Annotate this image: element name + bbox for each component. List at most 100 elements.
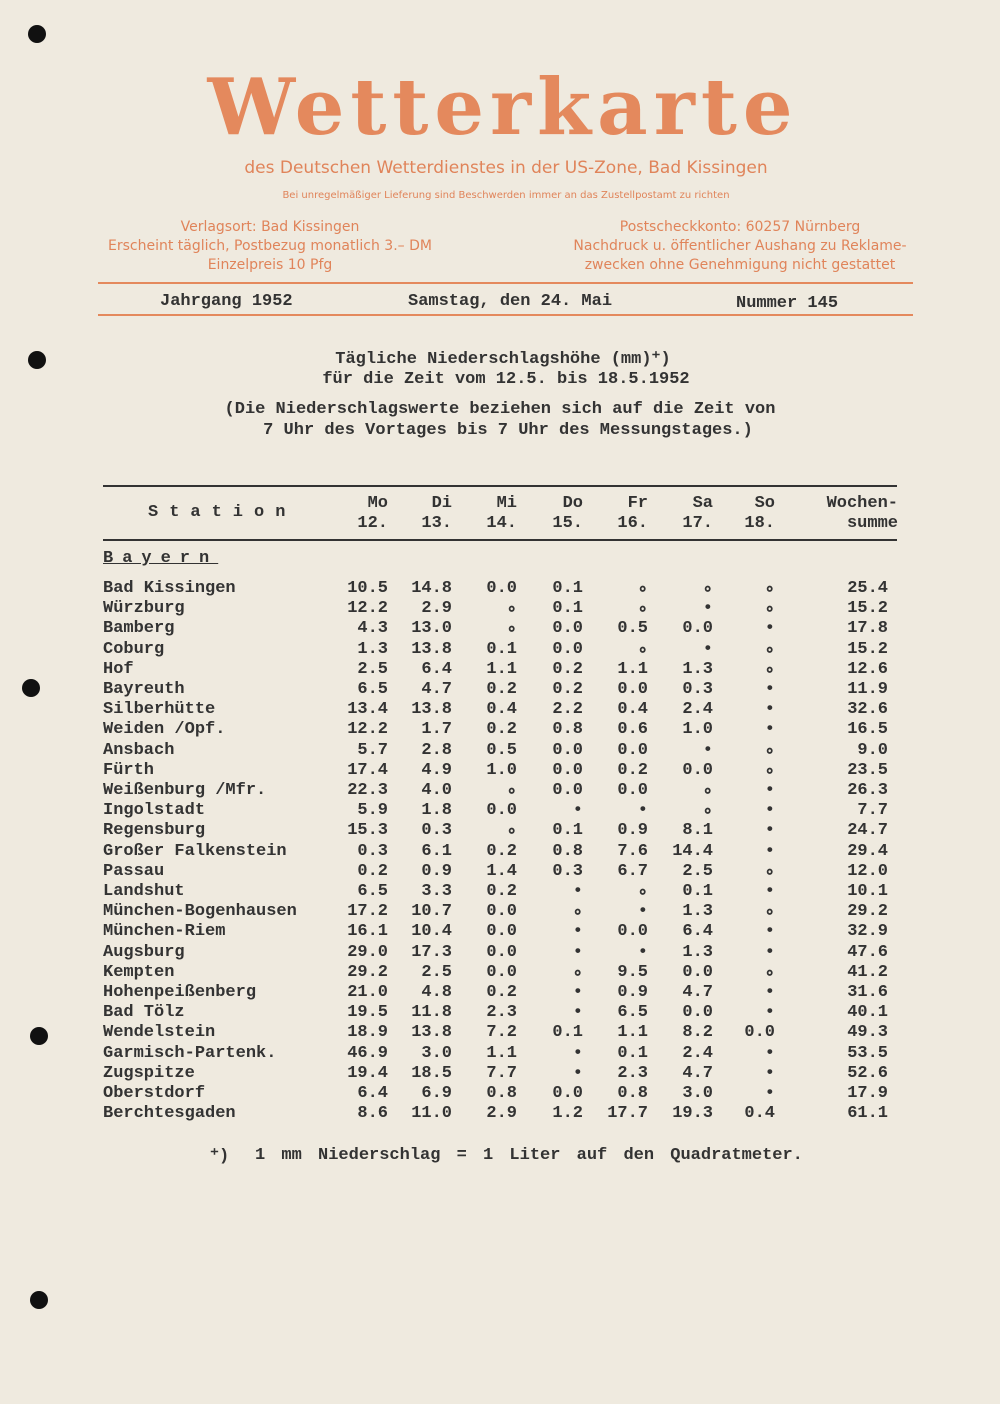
table-cell: • [572,983,583,1002]
table-cell: 7.7 [857,801,888,821]
station-name: Bayreuth [103,680,185,699]
station-name: Bamberg [103,619,175,639]
station-name: Regensburg [103,821,206,841]
table-cell: 0.0 [552,1084,583,1103]
text: Einzelpreis 10 Pfg [207,257,333,273]
punch-hole [28,25,46,43]
table-cell: 17.4 [347,760,388,780]
table-cell: 1.0 [486,760,517,780]
table-cell: ∘ [702,581,713,600]
station-name: Weißenburg /Mfr. [103,781,267,800]
table-cell: 2.2 [552,700,583,720]
station-name: Silberhütte [103,700,216,720]
table-cell: 1.8 [421,801,452,821]
table-cell: 4.7 [682,983,713,1002]
note: 7 Uhr des Vortages bis 7 Uhr des Messung… [263,421,753,440]
station-name: Bad Kissingen [103,579,236,598]
table-cell: 1.1 [486,1043,517,1063]
table-cell: 53.5 [847,1043,888,1063]
station-name: Wendelstein [103,1023,216,1043]
table-cell: • [637,942,648,962]
table-cell: 13.8 [411,1023,452,1043]
table-cell: 0.1 [552,579,583,598]
text: Erscheint täglich, Postbezug monatlich 3… [108,238,432,254]
table-cell: 25.4 [847,579,888,598]
text: Nachdruck u. öffentlicher Aushang zu Rek… [573,238,907,254]
table-cell: 0.8 [552,720,583,740]
punch-hole [30,1027,48,1045]
table-cell: 49.3 [847,1023,888,1043]
table-cell: 46.9 [347,1043,388,1063]
station-name: Kempten [103,962,175,982]
table-cell: 5.7 [357,740,388,760]
table-cell: 0.3 [357,841,388,861]
punch-hole [22,679,40,697]
table-cell: 0.0 [617,680,648,699]
table-cell: 18.9 [347,1023,388,1043]
table-cell: 0.1 [617,1043,648,1063]
table-cell: 16.5 [847,720,888,740]
table-cell: 15.3 [347,821,388,841]
table-cell: • [764,1084,775,1103]
table-cell: 52.6 [847,1063,888,1083]
table-cell: 29.0 [347,942,388,962]
table-cell: ∘ [506,783,517,802]
table-cell: 9.0 [857,740,888,760]
table-cell: 1.1 [486,659,517,679]
table-cell: 4.7 [421,680,452,699]
table-cell: 18.5 [411,1063,452,1083]
table-cell: 19.3 [672,1104,713,1124]
table-cell: 0.4 [744,1104,775,1124]
text: Verlagsort: Bad Kissingen [180,219,360,235]
issue-number: Nummer 145 [736,294,839,313]
table-cell: 2.3 [486,1003,517,1023]
table-cell: 41.2 [847,962,888,982]
table-cell: 2.3 [617,1063,648,1083]
table-cell: 6.4 [682,922,713,942]
table-cell: 0.0 [682,962,713,982]
table-cell: 0.9 [421,861,452,881]
table-cell: 22.3 [347,781,388,800]
table-cell: 7.2 [486,1023,517,1043]
table-cell: • [637,801,648,821]
table-cell: 0.0 [682,619,713,639]
note: (Die Niederschlagswerte beziehen sich au… [224,400,776,419]
table-cell: 10.4 [411,922,452,942]
table-cell: 29.4 [847,841,888,861]
table-cell: 1.7 [421,720,452,740]
table-cell: • [764,680,775,699]
table-cell: ∘ [764,742,775,762]
station-name: Großer Falkenstein [103,841,287,861]
table-cell: 29.2 [847,902,888,922]
footnote: 1 mm Niederschlag = 1 Liter auf den Quad… [255,1146,803,1165]
table-cell: 0.1 [552,1023,583,1043]
table-cell: ∘ [764,661,775,681]
column-header: Sa [692,494,713,513]
table-cell: ∘ [572,904,583,924]
table-cell: 1.1 [617,1023,648,1043]
table-cell: 11.0 [411,1104,452,1124]
punch-hole [30,1291,48,1309]
table-cell: 12.6 [847,659,888,679]
table-cell: 0.2 [486,720,517,740]
table-cell: 0.2 [617,760,648,780]
table-cell: 0.2 [486,680,517,699]
table-cell: 4.9 [421,760,452,780]
table-cell: 1.3 [682,942,713,962]
station-name: Würzburg [103,599,185,619]
table-cell: 10.7 [411,902,452,922]
table-cell: 0.2 [552,680,583,699]
table-cell: 0.5 [486,740,517,760]
table-cell: 7.6 [617,841,648,861]
table-cell: • [764,700,775,720]
table-cell: 1.0 [682,720,713,740]
punch-hole [28,351,46,369]
table-cell: 0.0 [682,1003,713,1023]
table-cell: 31.6 [847,983,888,1002]
table-cell: 17.8 [847,619,888,639]
masthead-subtitle: des Deutschen Wetterdienstes in der US-Z… [244,158,768,178]
table-cell: 0.0 [486,962,517,982]
table-cell: • [764,983,775,1002]
column-header: 13. [421,514,452,533]
